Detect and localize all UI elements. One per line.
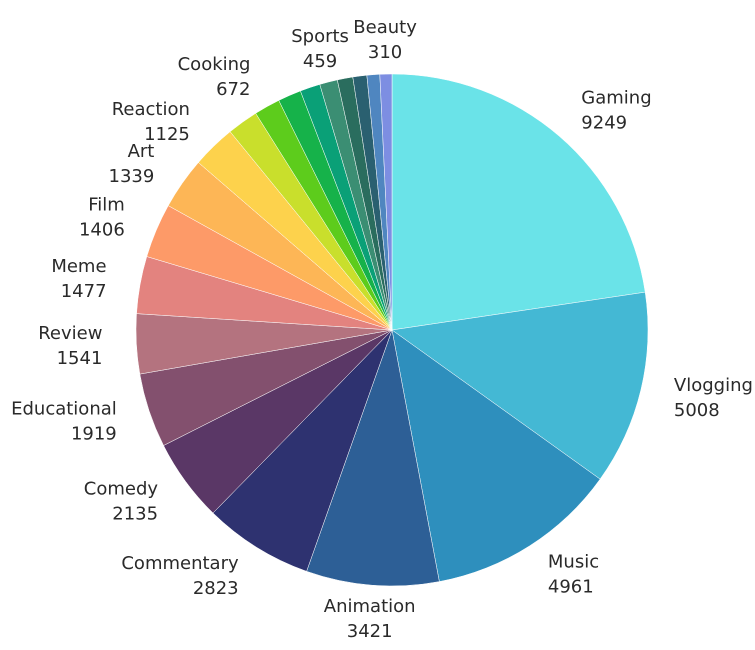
slice-label: Meme <box>51 256 106 277</box>
slice-value: 672 <box>216 79 250 100</box>
slice-label: Comedy <box>84 478 159 499</box>
slice-label: Educational <box>11 398 117 419</box>
slice-value: 5008 <box>674 400 720 421</box>
slice-value: 9249 <box>581 112 627 133</box>
slice-value: 310 <box>368 42 402 63</box>
pie-slice <box>379 73 393 331</box>
slice-label: Review <box>38 323 102 344</box>
pie-slice <box>212 329 393 572</box>
slice-label: Commentary <box>121 553 239 574</box>
pie-slice <box>391 73 646 331</box>
slice-value: 1339 <box>109 166 155 187</box>
slice-label: Film <box>88 194 125 215</box>
slice-value: 459 <box>303 51 337 72</box>
slice-value: 4961 <box>548 577 594 598</box>
slice-label: Vlogging <box>674 375 753 396</box>
slice-label: Reaction <box>112 99 190 120</box>
slice-value: 2135 <box>112 503 158 524</box>
slice-value: 2823 <box>193 578 239 599</box>
slice-value: 1541 <box>57 348 103 369</box>
slice-value: 1406 <box>79 219 125 240</box>
slice-label: Cooking <box>178 54 251 75</box>
slice-value: 1477 <box>61 281 107 302</box>
slice-label: Art <box>128 141 155 162</box>
slice-label: Gaming <box>581 87 651 108</box>
slice-value: 1919 <box>71 423 117 444</box>
slice-value: 3421 <box>347 621 393 642</box>
pie-slice <box>306 329 440 587</box>
slice-label: Animation <box>324 596 416 617</box>
slice-label: Music <box>548 552 599 573</box>
pie-slice <box>391 329 601 582</box>
slice-label: Beauty <box>353 17 417 38</box>
slice-value: 1125 <box>144 124 190 145</box>
slice-label: Sports <box>291 26 349 47</box>
pie-slice <box>391 291 649 480</box>
